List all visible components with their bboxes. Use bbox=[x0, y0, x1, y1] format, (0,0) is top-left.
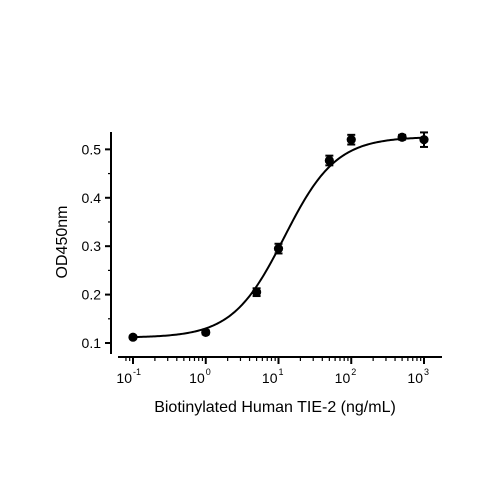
data-point bbox=[252, 287, 262, 297]
x-tick-label: 10 bbox=[335, 370, 351, 386]
y-tick-label: 0.3 bbox=[82, 238, 102, 254]
data-point bbox=[419, 135, 429, 145]
x-tick-exponent: 1 bbox=[279, 367, 284, 377]
data-point bbox=[128, 332, 138, 342]
y-axis-title: OD450nm bbox=[54, 206, 71, 279]
x-tick-exponent: 2 bbox=[351, 367, 356, 377]
data-point bbox=[324, 155, 334, 166]
x-axis-title: Biotinylated Human TIE-2 (ng/mL) bbox=[154, 399, 396, 416]
y-tick-label: 0.5 bbox=[82, 141, 102, 157]
fit-curve bbox=[132, 136, 425, 339]
data-point bbox=[273, 244, 284, 254]
x-tick-label: 10 bbox=[189, 370, 205, 386]
x-tick-exponent: 3 bbox=[424, 367, 429, 377]
x-tick-exponent: -1 bbox=[133, 367, 141, 377]
x-tick-label: 10 bbox=[116, 370, 132, 386]
y-tick-label: 0.2 bbox=[82, 287, 102, 303]
data-point bbox=[201, 327, 211, 337]
x-tick-label: 10 bbox=[262, 370, 278, 386]
x-tick-label: 10 bbox=[407, 370, 423, 386]
fit-curve-layer bbox=[132, 136, 425, 339]
data-point bbox=[397, 132, 407, 142]
data-point bbox=[346, 135, 356, 145]
y-tick-label: 0.4 bbox=[82, 190, 102, 206]
x-tick-exponent: 0 bbox=[206, 367, 211, 377]
axes: 0.10.20.30.40.510 -1 10 0 10 1 10 2 10 3 bbox=[82, 132, 442, 386]
y-tick-label: 0.1 bbox=[82, 335, 102, 351]
data-points-layer bbox=[128, 131, 429, 342]
